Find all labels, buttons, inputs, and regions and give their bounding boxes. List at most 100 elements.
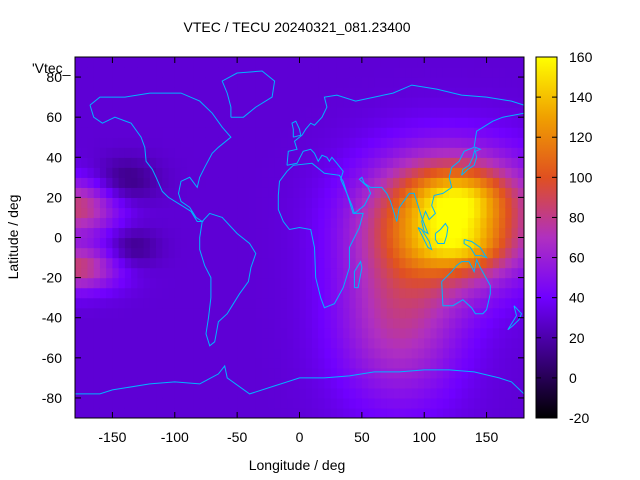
heatmap-cell: [87, 397, 95, 409]
heatmap-cell: [336, 357, 344, 369]
heatmap-cell: [505, 307, 513, 319]
heatmap-cell: [486, 277, 494, 289]
heatmap-cell: [199, 157, 207, 168]
heatmap-cell: [293, 57, 301, 68]
heatmap-cell: [311, 277, 319, 289]
heatmap-cell: [137, 407, 145, 418]
heatmap-cell: [224, 407, 232, 418]
heatmap-cell: [199, 237, 207, 249]
heatmap-cell: [81, 97, 89, 108]
heatmap-cell: [199, 87, 207, 98]
heatmap-cell: [330, 117, 338, 128]
heatmap-cell: [274, 227, 282, 239]
heatmap-cell: [255, 257, 263, 269]
heatmap-cell: [455, 247, 463, 259]
heatmap-cell: [374, 357, 382, 369]
heatmap-cell: [193, 207, 201, 219]
heatmap-cell: [449, 317, 457, 329]
heatmap-cell: [374, 107, 382, 118]
heatmap-cell: [336, 307, 344, 319]
heatmap-cell: [212, 327, 220, 339]
heatmap-cell: [355, 267, 363, 279]
heatmap-cell: [274, 327, 282, 339]
heatmap-cell: [417, 407, 425, 418]
heatmap-cell: [106, 167, 114, 178]
heatmap-cell: [361, 97, 369, 108]
heatmap-cell: [255, 247, 263, 259]
heatmap-cell: [193, 167, 201, 178]
heatmap-cell: [424, 77, 432, 88]
heatmap-cell: [205, 247, 213, 259]
heatmap-cell: [343, 167, 350, 178]
heatmap-cell: [187, 77, 195, 88]
heatmap-cell: [455, 327, 463, 339]
heatmap-cell: [361, 147, 369, 158]
heatmap-cell: [106, 67, 114, 78]
heatmap-cell: [255, 117, 263, 128]
heatmap-cell: [361, 277, 369, 289]
heatmap-cell: [249, 307, 257, 319]
heatmap-cell: [455, 337, 463, 349]
heatmap-cell: [287, 187, 294, 198]
heatmap-cell: [81, 87, 89, 98]
heatmap-cell: [330, 227, 338, 239]
heatmap-cell: [181, 257, 188, 269]
heatmap-cell: [143, 377, 151, 389]
heatmap-cell: [137, 147, 145, 158]
heatmap-cell: [442, 267, 450, 279]
heatmap-cell: [424, 67, 432, 78]
colorbar-tick-label: 20: [569, 330, 585, 346]
heatmap-cell: [318, 297, 326, 309]
heatmap-cell: [305, 157, 313, 168]
heatmap-cell: [230, 177, 238, 188]
heatmap-cell: [293, 367, 301, 379]
heatmap-cell: [467, 407, 475, 418]
heatmap-cell: [181, 267, 188, 279]
heatmap-cell: [174, 297, 182, 309]
heatmap-cell: [156, 197, 163, 209]
heatmap-cell: [268, 207, 276, 219]
heatmap-cell: [268, 257, 276, 269]
heatmap-cell: [268, 147, 276, 158]
heatmap-cell: [424, 117, 432, 128]
heatmap-cell: [393, 247, 400, 259]
heatmap-cell: [143, 127, 151, 138]
heatmap-cell: [511, 377, 519, 389]
heatmap-cell: [455, 307, 463, 319]
heatmap-cell: [455, 177, 463, 188]
heatmap-cell: [124, 177, 132, 188]
heatmap-cell: [187, 307, 195, 319]
heatmap-cell: [336, 117, 344, 128]
heatmap-cell: [380, 267, 388, 279]
heatmap-cell: [511, 207, 519, 219]
heatmap-cell: [374, 227, 382, 239]
y-axis-label: Latitude / deg: [5, 195, 21, 280]
heatmap-cell: [330, 367, 338, 379]
heatmap-cell: [230, 257, 238, 269]
heatmap-cell: [262, 307, 269, 319]
heatmap-cell: [87, 67, 95, 78]
heatmap-cell: [349, 127, 357, 138]
heatmap-cell: [243, 227, 251, 239]
heatmap-cell: [205, 397, 213, 409]
heatmap-cell: [118, 257, 126, 269]
heatmap-cell: [461, 407, 469, 418]
heatmap-cell: [492, 317, 500, 329]
heatmap-cell: [131, 357, 138, 369]
heatmap-cell: [230, 317, 238, 329]
heatmap-cell: [199, 177, 207, 188]
heatmap-cell: [505, 327, 513, 339]
heatmap-cell: [517, 327, 524, 339]
heatmap-cell: [486, 67, 494, 78]
heatmap-cell: [112, 137, 120, 148]
heatmap-cell: [436, 137, 444, 148]
heatmap-cell: [81, 297, 89, 309]
heatmap-cell: [255, 287, 263, 299]
heatmap-cell: [442, 177, 450, 188]
heatmap-cell: [156, 77, 163, 88]
heatmap-cell: [137, 347, 145, 359]
heatmap-cell: [361, 187, 369, 198]
heatmap-cell: [393, 57, 400, 68]
heatmap-cell: [305, 107, 313, 118]
heatmap-cell: [318, 277, 326, 289]
